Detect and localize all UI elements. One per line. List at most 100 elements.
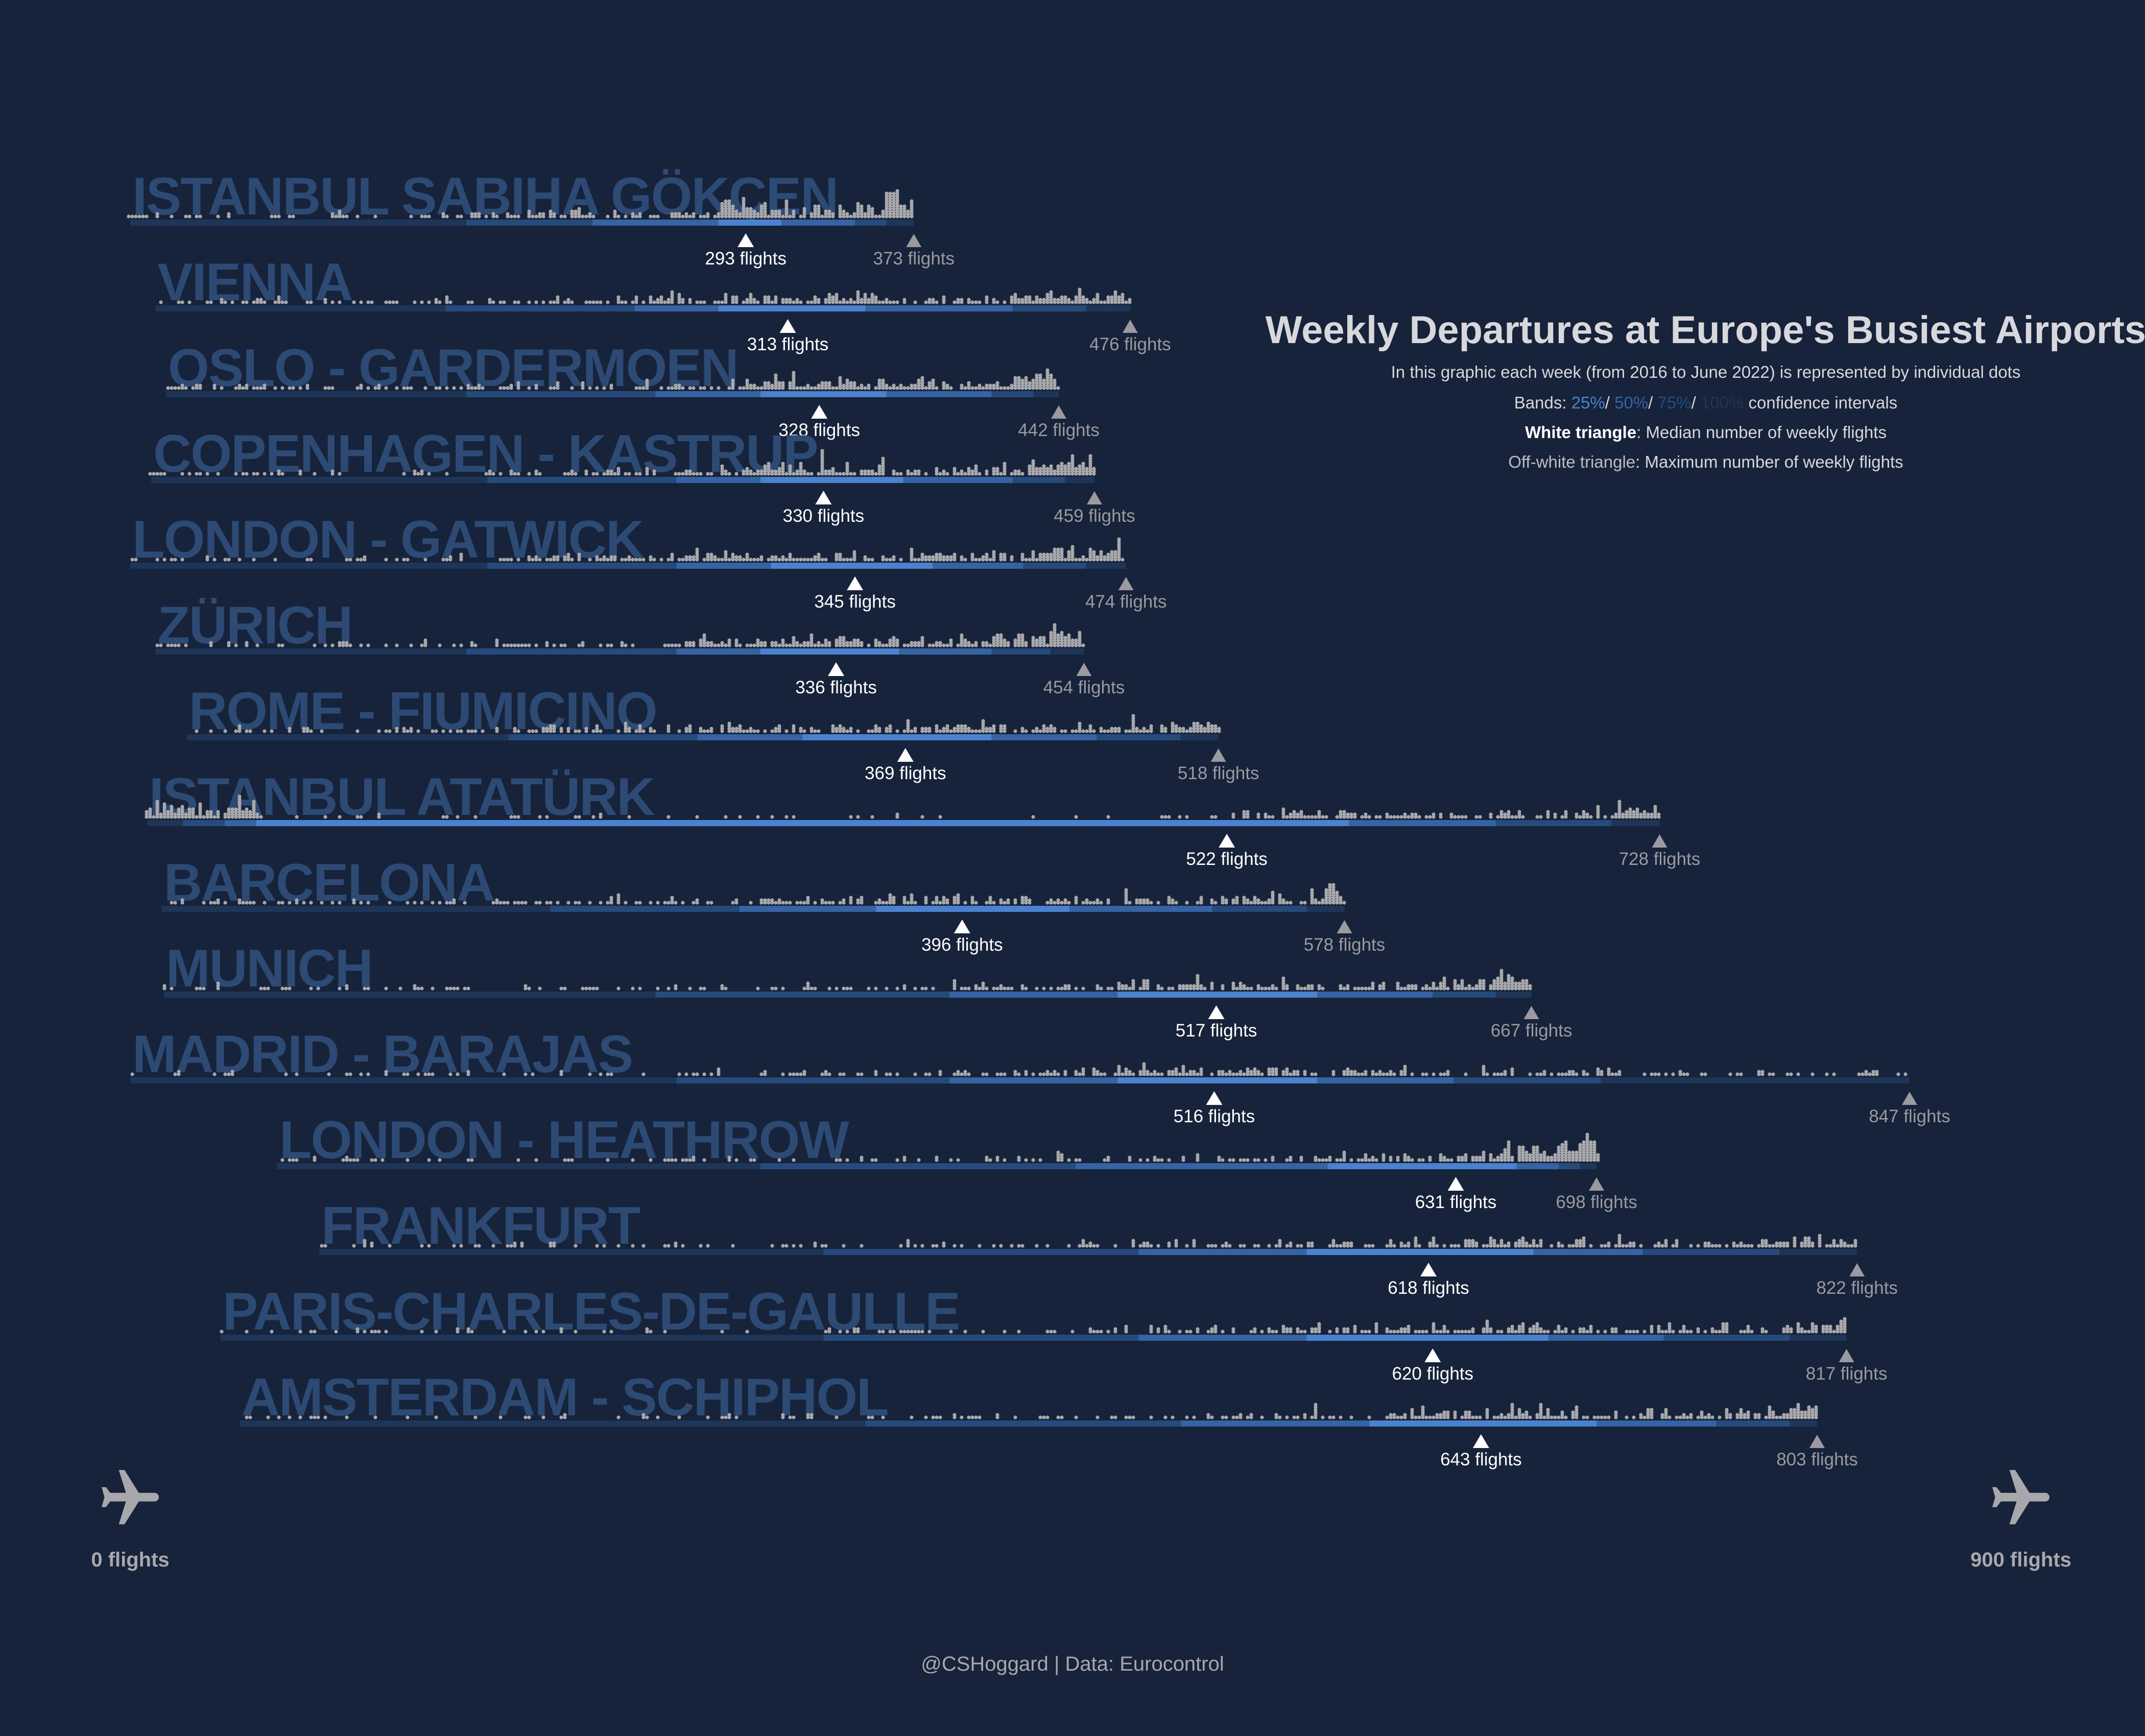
- dot: [895, 815, 899, 819]
- dot: [985, 469, 989, 473]
- dot-cloud: [159, 287, 1132, 304]
- dot: [1231, 1415, 1235, 1419]
- dot: [999, 472, 1003, 476]
- dot: [985, 300, 989, 304]
- dot: [856, 641, 860, 645]
- dot: [363, 986, 367, 991]
- dot: [1146, 1241, 1150, 1245]
- dot: [1342, 1155, 1346, 1160]
- dot: [809, 643, 814, 647]
- dot: [1121, 558, 1125, 562]
- dot: [827, 381, 831, 385]
- dot: [1331, 1239, 1336, 1243]
- dot: [820, 386, 824, 390]
- dot: [162, 802, 166, 806]
- dot: [1403, 1072, 1407, 1076]
- dot: [148, 815, 152, 819]
- dot: [1592, 1155, 1596, 1160]
- dot: [784, 202, 789, 206]
- dot: [134, 214, 138, 219]
- dot: [577, 901, 581, 905]
- dot: [1038, 376, 1042, 380]
- dot: [1567, 1072, 1571, 1076]
- dot: [749, 293, 753, 297]
- dot: [355, 386, 360, 390]
- dot: [817, 729, 821, 733]
- dot: [788, 469, 792, 473]
- dot: [223, 901, 227, 905]
- dot: [999, 552, 1003, 557]
- dot: [552, 300, 556, 304]
- dot: [513, 727, 517, 731]
- dot: [309, 901, 313, 905]
- dot: [1535, 1148, 1539, 1152]
- dot: [999, 1244, 1003, 1248]
- dot: [549, 1241, 553, 1245]
- dot: [892, 300, 896, 304]
- dot: [1020, 901, 1024, 905]
- dot: [1610, 1330, 1614, 1334]
- dot: [166, 643, 170, 647]
- dot: [942, 555, 946, 559]
- max-triangle: [1118, 577, 1134, 590]
- dot: [216, 901, 220, 905]
- dot: [1675, 1241, 1679, 1245]
- dot: [1439, 1330, 1443, 1334]
- dot: [248, 1415, 252, 1419]
- dot: [1185, 984, 1189, 988]
- dot: [574, 1244, 578, 1248]
- dot: [860, 383, 864, 388]
- dot: [734, 1415, 738, 1419]
- dot: [784, 207, 789, 211]
- dot: [1632, 1244, 1636, 1248]
- dot: [985, 558, 989, 562]
- dot: [570, 212, 574, 216]
- dot: [1053, 378, 1057, 382]
- dot: [806, 300, 810, 304]
- dot: [452, 986, 456, 991]
- dot: [1310, 896, 1314, 900]
- dot: [1238, 1413, 1243, 1417]
- dot: [148, 807, 152, 811]
- dot: [902, 386, 907, 390]
- dot: [205, 555, 209, 559]
- dot: [677, 214, 681, 219]
- dot: [981, 721, 985, 726]
- dot: [616, 300, 621, 304]
- dot: [1435, 1244, 1439, 1248]
- dot: [1020, 898, 1024, 902]
- dot: [1442, 1410, 1446, 1414]
- dot: [881, 462, 885, 466]
- dot: [917, 558, 921, 562]
- dot: [1507, 981, 1511, 985]
- dot: [488, 300, 492, 304]
- dot: [1099, 901, 1103, 905]
- dot: [963, 727, 967, 731]
- dot: [1542, 1153, 1546, 1157]
- dot: [1017, 378, 1021, 382]
- dot: [877, 1330, 881, 1334]
- dot: [1246, 810, 1250, 814]
- dot: [1810, 1324, 1815, 1329]
- dot: [949, 555, 953, 559]
- dot: [1078, 293, 1082, 297]
- dot: [892, 898, 896, 902]
- dot: [1796, 1327, 1800, 1331]
- dot: [1725, 1330, 1729, 1334]
- dot: [731, 383, 735, 388]
- dot: [1242, 898, 1246, 902]
- dot: [1546, 1410, 1550, 1414]
- dot: [1128, 729, 1132, 733]
- dot: [1814, 1327, 1818, 1331]
- dot: [1482, 1153, 1486, 1157]
- dot: [245, 1415, 249, 1419]
- max-triangle: [1652, 834, 1667, 848]
- dot: [824, 1070, 828, 1074]
- dot: [963, 1070, 967, 1074]
- dot: [1314, 815, 1318, 819]
- dot: [1163, 1327, 1167, 1331]
- band-25: [771, 563, 933, 569]
- dot: [838, 636, 842, 640]
- dot: [777, 212, 781, 216]
- dot: [956, 896, 960, 900]
